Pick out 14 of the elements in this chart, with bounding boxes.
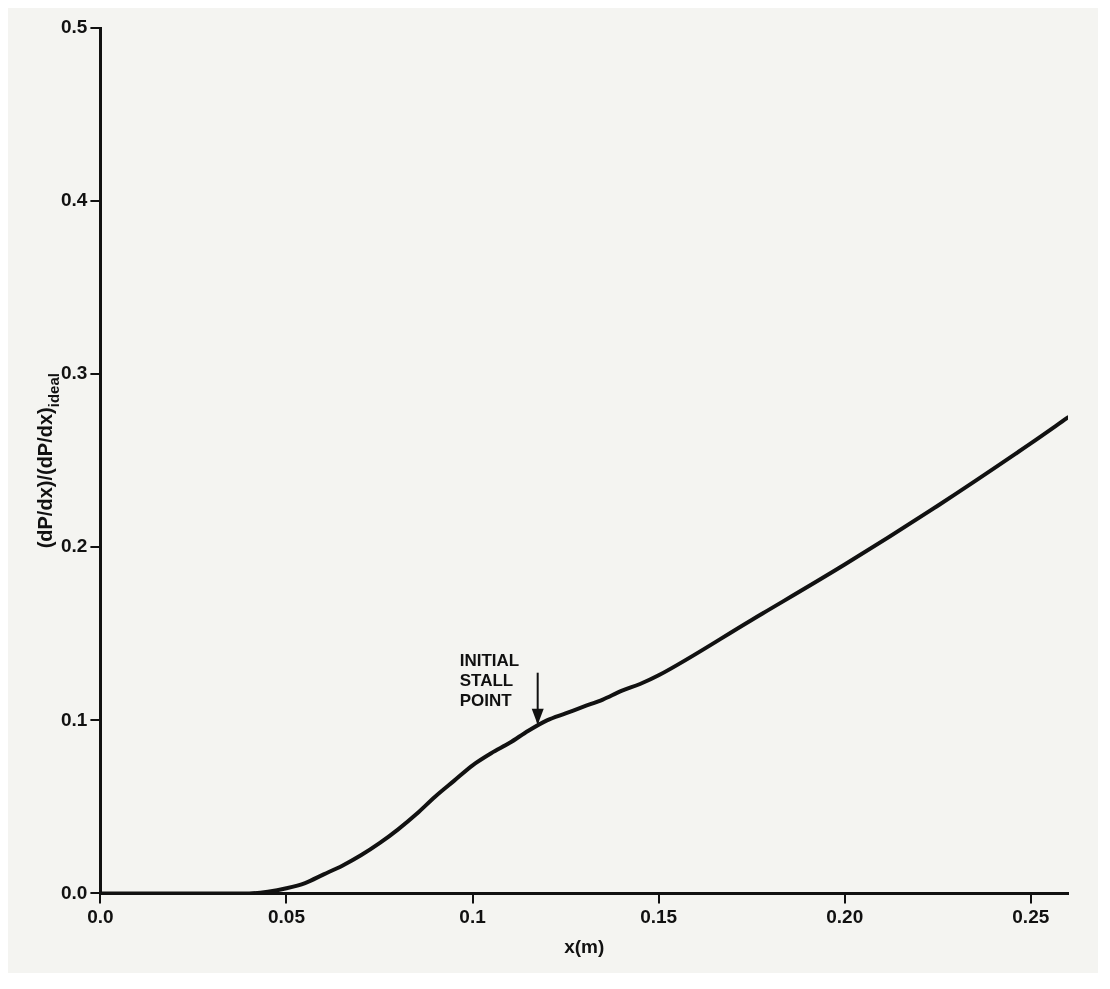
x-axis-title: x(m) [564, 935, 605, 957]
x-tick-label: 0.25 [1012, 906, 1050, 928]
y-tick-label: 0.1 [60, 708, 88, 730]
y-tick-label: 0.3 [60, 362, 88, 384]
annotation: INITIAL STALL POINT [459, 650, 520, 710]
y-tick-label: 0.5 [60, 16, 88, 38]
y-tick-label: 0.4 [60, 189, 88, 211]
x-tick-label: 0.1 [459, 906, 487, 928]
y-tick-label: 0.2 [60, 535, 88, 557]
x-tick-label: 0.15 [640, 906, 678, 928]
y-tick-label: 0.0 [60, 881, 88, 903]
x-tick-label: 0.20 [826, 906, 864, 928]
x-tick-label: 0.0 [87, 906, 114, 928]
x-tick-label: 0.05 [267, 906, 306, 928]
